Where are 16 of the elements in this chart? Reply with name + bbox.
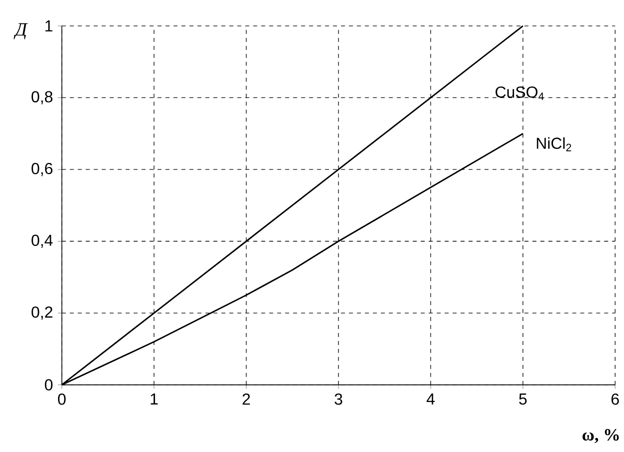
x-tick-label: 5 xyxy=(519,394,527,405)
series-label: NiCl$_{2}$ xyxy=(536,137,572,152)
x-tick-label: 3 xyxy=(334,394,342,405)
y-tick-label: 0,8 xyxy=(32,91,52,104)
y-tick-label: 0,6 xyxy=(32,163,52,176)
x-tick-label: 2 xyxy=(242,394,250,405)
y-tick-label: 0 xyxy=(44,379,53,391)
y-tick-label: 0,4 xyxy=(32,234,53,248)
x-tick-label: 1 xyxy=(150,394,158,405)
x-tick-label: 0 xyxy=(58,394,66,405)
y-tick-label: 1 xyxy=(45,20,52,32)
y-tick-label: 0,2 xyxy=(32,306,52,320)
x-tick-label: 4 xyxy=(426,394,435,405)
x-axis-title: ω, % xyxy=(582,429,619,444)
y-axis-title: Д xyxy=(14,23,28,40)
x-tick-label: 6 xyxy=(612,394,619,405)
